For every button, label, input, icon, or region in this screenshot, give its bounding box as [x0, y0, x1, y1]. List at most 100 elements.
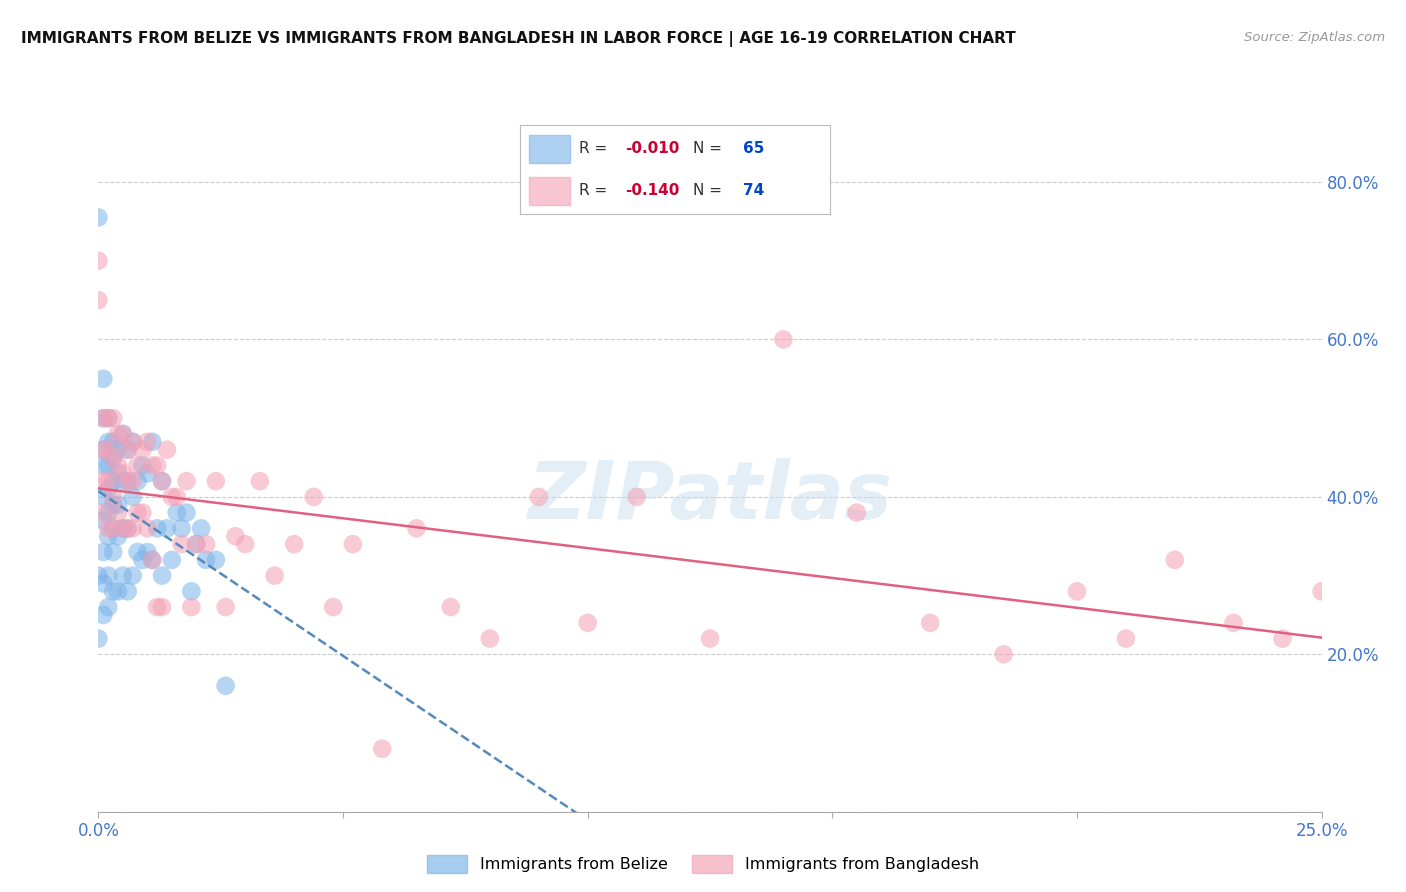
Point — [205, 474, 228, 488]
Text: ZIPatlas: ZIPatlas — [527, 458, 893, 536]
Point — [214, 679, 236, 693]
Point — [111, 474, 134, 488]
Text: N =: N = — [693, 184, 727, 198]
Point — [141, 434, 163, 449]
Point — [263, 568, 285, 582]
Legend: Immigrants from Belize, Immigrants from Bangladesh: Immigrants from Belize, Immigrants from … — [420, 848, 986, 880]
Point — [166, 490, 188, 504]
Point — [87, 568, 110, 582]
Point — [136, 545, 159, 559]
Point — [107, 426, 129, 441]
Point — [91, 506, 114, 520]
Point — [111, 568, 134, 582]
Point — [127, 506, 149, 520]
Point — [186, 537, 208, 551]
Point — [170, 521, 193, 535]
Point — [127, 474, 149, 488]
Point — [302, 490, 325, 504]
Point — [97, 458, 120, 473]
Point — [224, 529, 246, 543]
Point — [1222, 615, 1244, 630]
Point — [121, 434, 143, 449]
Point — [117, 442, 139, 457]
Point — [150, 474, 173, 488]
Point — [214, 600, 236, 615]
Bar — [530, 177, 569, 205]
Point — [920, 615, 942, 630]
Point — [176, 506, 198, 520]
Point — [478, 632, 501, 646]
Point — [117, 521, 139, 535]
Point — [527, 490, 550, 504]
Point — [342, 537, 364, 551]
Point — [107, 498, 129, 512]
Point — [117, 474, 139, 488]
Point — [107, 442, 129, 457]
Point — [87, 293, 110, 307]
Point — [101, 545, 124, 559]
Point — [101, 498, 124, 512]
Text: 65: 65 — [742, 142, 765, 156]
Point — [117, 584, 139, 599]
Point — [87, 253, 110, 268]
Point — [117, 474, 139, 488]
Point — [91, 607, 114, 622]
Point — [111, 521, 134, 535]
Point — [91, 442, 114, 457]
Point — [150, 474, 173, 488]
Point — [101, 450, 124, 465]
Point — [249, 474, 271, 488]
Point — [111, 467, 134, 481]
Point — [136, 467, 159, 481]
Point — [699, 632, 721, 646]
Point — [97, 474, 120, 488]
Point — [101, 490, 124, 504]
Point — [101, 411, 124, 425]
Point — [121, 474, 143, 488]
Point — [131, 553, 153, 567]
Point — [101, 584, 124, 599]
Point — [180, 584, 202, 599]
Point — [283, 537, 305, 551]
Point — [117, 521, 139, 535]
Point — [440, 600, 463, 615]
Point — [97, 442, 120, 457]
Point — [993, 648, 1015, 662]
Point — [141, 458, 163, 473]
Text: Source: ZipAtlas.com: Source: ZipAtlas.com — [1244, 31, 1385, 45]
Point — [87, 211, 110, 225]
Point — [97, 568, 120, 582]
Text: N =: N = — [693, 142, 727, 156]
Point — [146, 521, 169, 535]
Point — [166, 506, 188, 520]
Point — [131, 506, 153, 520]
Point — [160, 490, 183, 504]
Point — [97, 411, 120, 425]
Point — [146, 458, 169, 473]
Point — [101, 521, 124, 535]
Point — [111, 521, 134, 535]
Point — [101, 521, 124, 535]
Point — [91, 458, 114, 473]
Point — [107, 467, 129, 481]
Point — [1310, 584, 1333, 599]
Point — [91, 545, 114, 559]
Point — [233, 537, 256, 551]
Point — [91, 411, 114, 425]
Point — [141, 553, 163, 567]
Point — [97, 506, 120, 520]
Point — [150, 568, 173, 582]
Point — [127, 545, 149, 559]
Point — [91, 514, 114, 528]
Point — [91, 442, 114, 457]
Point — [156, 521, 179, 535]
Point — [87, 632, 110, 646]
Point — [97, 411, 120, 425]
Point — [131, 442, 153, 457]
Point — [97, 482, 120, 496]
Point — [91, 372, 114, 386]
Point — [150, 600, 173, 615]
Point — [136, 521, 159, 535]
Point — [121, 434, 143, 449]
Bar — [530, 135, 569, 163]
